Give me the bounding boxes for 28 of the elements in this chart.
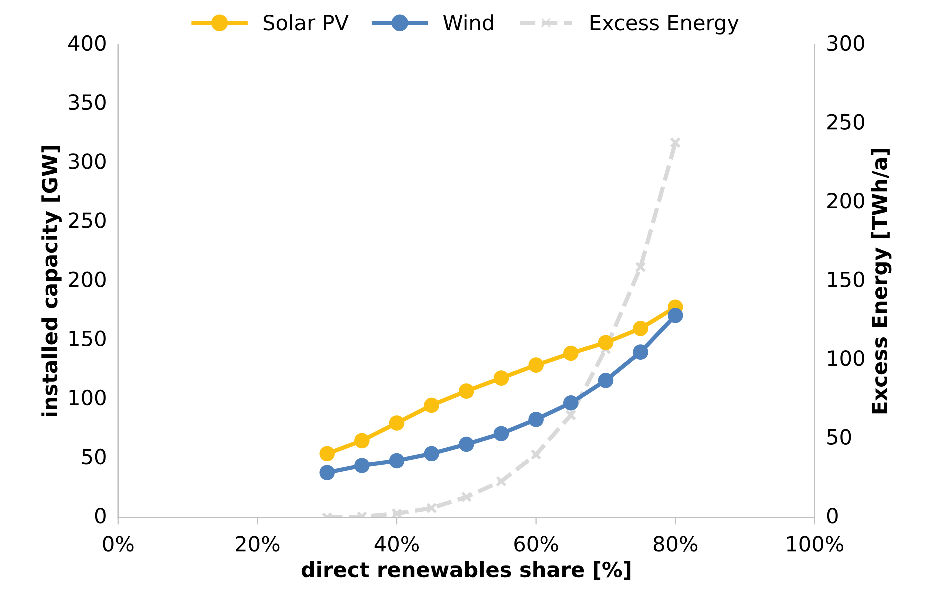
- y-tick-label: 300: [69, 154, 106, 170]
- y-tick-label: 50: [82, 448, 106, 465]
- legend-label: Wind: [443, 14, 494, 31]
- x-tick-label: 0%: [103, 536, 134, 552]
- y2-tick-label: 100: [828, 350, 864, 366]
- y2-tick-label: 150: [828, 272, 864, 288]
- y-tick-label: 0: [95, 508, 106, 524]
- y2-tick-label: 300: [828, 35, 864, 52]
- x-tick-label: 100%: [787, 536, 844, 552]
- x-tick-label: 20%: [236, 536, 280, 552]
- y2-tick-label: 50: [828, 429, 852, 446]
- y2-tick-label: 0: [827, 508, 838, 524]
- y-tick-label: 150: [70, 330, 106, 347]
- y2-tick-label: 250: [828, 114, 864, 130]
- x-axis-title: direct renewables share [%]: [302, 561, 631, 580]
- x-tick-label: 60%: [514, 536, 558, 552]
- legend-label: Excess Energy: [590, 15, 739, 35]
- legend-label: Solar PV: [264, 14, 349, 31]
- y2-tick-label: 200: [828, 192, 864, 209]
- y-tick-label: 200: [69, 272, 106, 288]
- y-tick-label: 350: [69, 94, 106, 110]
- y-tick-label: 100: [70, 390, 106, 406]
- x-tick-label: 80%: [654, 536, 698, 552]
- x-tick-label: 40%: [374, 536, 420, 552]
- y-tick-label: 400: [68, 35, 106, 52]
- y-tick-label: 250: [69, 212, 106, 228]
- y-axis-title: installed capacity [GW]: [42, 146, 62, 417]
- y2-axis-title: Excess Energy [TWh/a]: [871, 149, 892, 414]
